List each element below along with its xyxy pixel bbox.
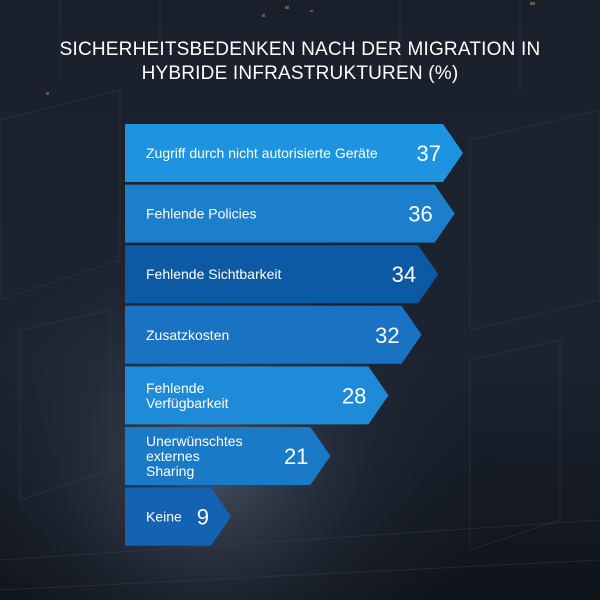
bar xyxy=(125,245,439,304)
bar-category-label: Zugriff durch nicht autorisierte Geräte xyxy=(146,145,378,161)
chart-title-line-1: SICHERHEITSBEDENKEN NACH DER MIGRATION I… xyxy=(59,39,541,60)
bar xyxy=(125,184,455,243)
bar xyxy=(125,487,231,546)
chart-title: SICHERHEITSBEDENKEN NACH DER MIGRATION I… xyxy=(0,38,600,86)
bar-group: Zugriff durch nicht autorisierte Geräte 3… xyxy=(125,124,463,182)
bar-category-label: Fehlende Policies xyxy=(146,206,257,222)
bar-value-label: 32 xyxy=(375,323,399,348)
bar-group: Keine 9 xyxy=(125,487,231,546)
chart-title-line-2: HYBRIDE INFRASTRUKTUREN (%) xyxy=(141,63,459,84)
bar xyxy=(125,366,389,425)
bar-category-label: Keine xyxy=(146,509,182,525)
bar-group: Fehlende Sichtbarkeit 34 xyxy=(125,245,439,304)
bar-category-label: Fehlende Verfügbarkeit xyxy=(146,380,229,411)
bar-group: Fehlende Policies 36 xyxy=(125,184,455,243)
bar-group: Fehlende Verfügbarkeit 28 xyxy=(125,366,389,425)
bar-group: Unerwünschtes externes Sharing 21 xyxy=(125,427,331,485)
bar-category-label: Zusatzkosten xyxy=(146,327,229,343)
bar-value-label: 21 xyxy=(284,444,308,469)
bar-value-label: 9 xyxy=(197,505,209,530)
bar-category-label: Fehlende Sichtbarkeit xyxy=(146,266,282,282)
bar xyxy=(125,427,331,485)
bar xyxy=(125,124,463,182)
bar-category-label: Unerwünschtes externes Sharing xyxy=(146,433,243,479)
bar-value-label: 37 xyxy=(417,141,441,166)
bar-value-label: 36 xyxy=(408,202,432,227)
bar-group: Zusatzkosten 32 xyxy=(125,305,422,364)
bar xyxy=(125,305,422,364)
bar-value-label: 34 xyxy=(392,262,416,287)
bar-value-label: 28 xyxy=(342,383,366,408)
